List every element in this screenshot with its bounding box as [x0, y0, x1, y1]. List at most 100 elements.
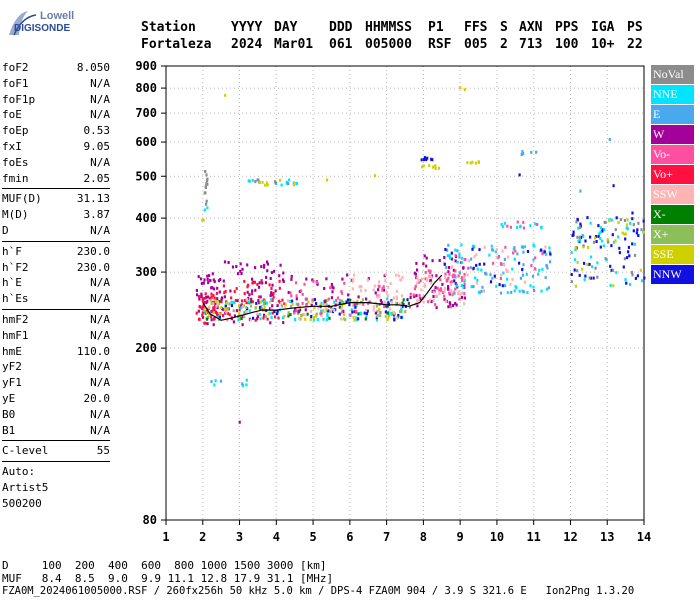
echo-point	[357, 302, 361, 305]
echo-point	[532, 289, 536, 292]
echo-point	[201, 297, 204, 301]
echo-point	[213, 296, 216, 300]
echo-point	[456, 284, 459, 288]
echo-point	[378, 280, 381, 284]
x-tick-label: 8	[420, 530, 427, 544]
echo-point	[386, 311, 389, 315]
echo-point	[261, 180, 264, 184]
echo-point	[446, 254, 449, 258]
echo-point	[282, 271, 285, 275]
echo-point	[372, 305, 375, 309]
y-tick-label: 700	[135, 106, 157, 120]
echo-point	[476, 267, 479, 271]
echo-point	[533, 244, 536, 248]
echo-point	[514, 249, 517, 253]
echo-point	[241, 323, 244, 327]
echo-point	[287, 299, 290, 303]
echo-point	[345, 300, 348, 304]
echo-point	[340, 310, 344, 314]
x-tick-label: 3	[236, 530, 243, 544]
echo-point	[269, 307, 272, 311]
echo-point	[239, 269, 242, 273]
echo-point	[540, 248, 543, 252]
param-row: B1 N/A	[2, 423, 110, 439]
echo-point	[574, 284, 577, 288]
echo-point	[443, 298, 446, 302]
param-name: h`F	[2, 244, 22, 258]
echo-point	[236, 299, 239, 303]
echo-point	[460, 276, 463, 279]
echo-point	[501, 249, 504, 253]
echo-point	[582, 245, 585, 249]
echo-point	[532, 285, 535, 289]
echo-point	[282, 321, 285, 325]
echo-point	[339, 317, 343, 321]
param-row: M(D) 3.87	[2, 207, 110, 223]
echo-point	[629, 282, 632, 286]
header-name: YYYY	[231, 20, 263, 35]
echo-point	[208, 313, 211, 317]
echo-point	[355, 318, 358, 322]
echo-point	[622, 265, 625, 269]
echo-point	[212, 308, 215, 311]
echo-point	[338, 312, 341, 316]
echo-point	[395, 289, 398, 293]
echo-point	[273, 315, 277, 319]
echo-point	[423, 254, 426, 258]
echo-point	[246, 290, 249, 294]
echo-point	[444, 300, 447, 303]
param-row: fxI 9.05	[2, 139, 110, 155]
echo-point	[352, 278, 355, 282]
echo-point	[238, 308, 241, 312]
echo-point	[208, 305, 211, 309]
param-name: fxI	[2, 139, 22, 153]
echo-point	[261, 281, 264, 285]
header-name: AXN	[519, 20, 543, 35]
echo-point	[545, 264, 548, 267]
echo-point	[473, 255, 476, 259]
echo-point	[212, 302, 215, 306]
echo-point	[446, 248, 449, 252]
echo-point	[198, 297, 201, 301]
echo-point	[454, 248, 457, 252]
echo-point	[454, 302, 457, 305]
echo-point	[301, 301, 304, 305]
echo-point	[540, 289, 543, 293]
echo-point	[218, 290, 221, 294]
parameters-panel: foF2 8.050 foF1 N/A foF1p N/A foE N/A foEp 0.…	[2, 60, 110, 512]
echo-point	[522, 263, 525, 267]
echo-point	[472, 266, 475, 270]
echo-point	[462, 285, 465, 289]
echo-point	[630, 270, 633, 274]
echo-point	[472, 285, 475, 289]
echo-point	[316, 281, 319, 284]
echo-point	[438, 259, 441, 262]
echo-point	[401, 301, 404, 305]
echo-point	[258, 295, 261, 299]
echo-point	[548, 250, 551, 254]
echo-point	[279, 301, 283, 305]
echo-point	[379, 299, 382, 302]
echo-point	[243, 292, 246, 296]
param-row: foF1 N/A	[2, 76, 110, 92]
echo-point	[481, 285, 484, 289]
param-value: N/A	[90, 92, 110, 106]
echo-point	[376, 309, 379, 313]
echo-point	[637, 234, 640, 237]
echo-point	[204, 170, 207, 173]
echo-point	[431, 259, 434, 263]
echo-point	[265, 301, 269, 305]
echo-point	[270, 291, 273, 295]
divider	[2, 440, 110, 442]
echo-point	[240, 303, 243, 307]
echo-point	[237, 318, 240, 322]
param-value: 31.13	[76, 192, 110, 206]
echo-point	[598, 232, 601, 236]
echo-point	[530, 264, 533, 267]
echo-point	[357, 312, 360, 316]
echo-point	[529, 284, 532, 288]
echo-point	[436, 286, 439, 290]
echo-point	[224, 304, 227, 308]
echo-point	[618, 246, 621, 250]
echo-point	[627, 245, 630, 249]
